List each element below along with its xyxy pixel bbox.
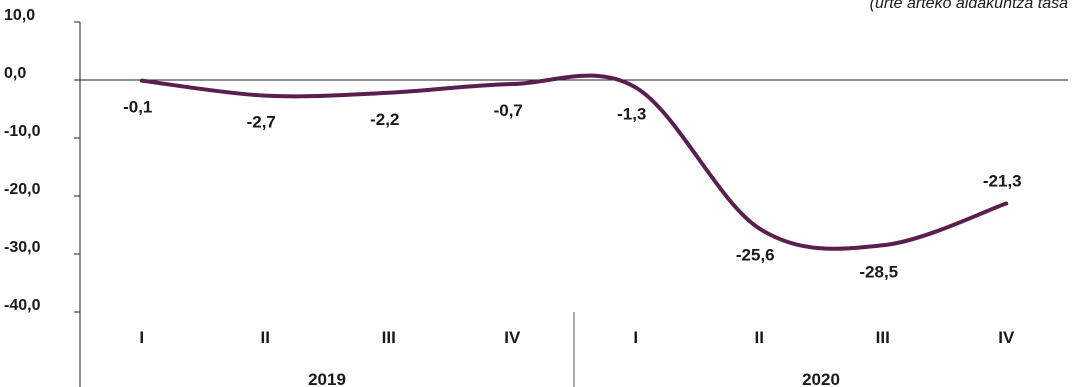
data-label: -21,3	[983, 172, 1022, 191]
x-year-label: 2020	[802, 370, 840, 387]
x-category-label: III	[876, 328, 890, 347]
data-label: -2,7	[247, 113, 276, 132]
x-category-labels: I II III IV I II III IV	[139, 328, 1015, 347]
y-tick-labels: 10,0 0,0 -10,0 -20,0 -30,0 -40,0	[4, 7, 80, 314]
data-label: -0,7	[494, 101, 523, 120]
y-tick-label: -10,0	[4, 123, 41, 140]
x-category-label: III	[382, 328, 396, 347]
y-tick-label: 10,0	[4, 7, 35, 24]
y-tick-label: -40,0	[4, 297, 41, 314]
x-category-label: IV	[504, 328, 521, 347]
data-label: -28,5	[859, 262, 898, 281]
x-category-label: I	[139, 328, 144, 347]
chart-axes	[79, 22, 1068, 387]
data-label: -0,1	[123, 98, 152, 117]
data-labels: -0,1 -2,7 -2,2 -0,7 -1,3 -25,6 -28,5 -21,3	[123, 98, 1022, 282]
x-category-label: IV	[998, 328, 1015, 347]
series-line	[139, 73, 1009, 251]
x-category-label: II	[261, 328, 270, 347]
x-category-label: I	[633, 328, 638, 347]
x-year-labels: 2019 2020	[308, 370, 840, 387]
x-category-label: II	[755, 328, 764, 347]
data-label: -2,2	[370, 110, 399, 129]
chart-subtitle: (urte arteko aldakuntza tasa	[870, 0, 1068, 12]
y-tick-label: 0,0	[4, 65, 26, 82]
data-label: -25,6	[736, 245, 775, 264]
data-label: -1,3	[617, 105, 646, 124]
x-year-label: 2019	[308, 370, 346, 387]
series-path	[139, 73, 1009, 251]
y-tick-label: -20,0	[4, 181, 41, 198]
y-tick-label: -30,0	[4, 239, 41, 256]
